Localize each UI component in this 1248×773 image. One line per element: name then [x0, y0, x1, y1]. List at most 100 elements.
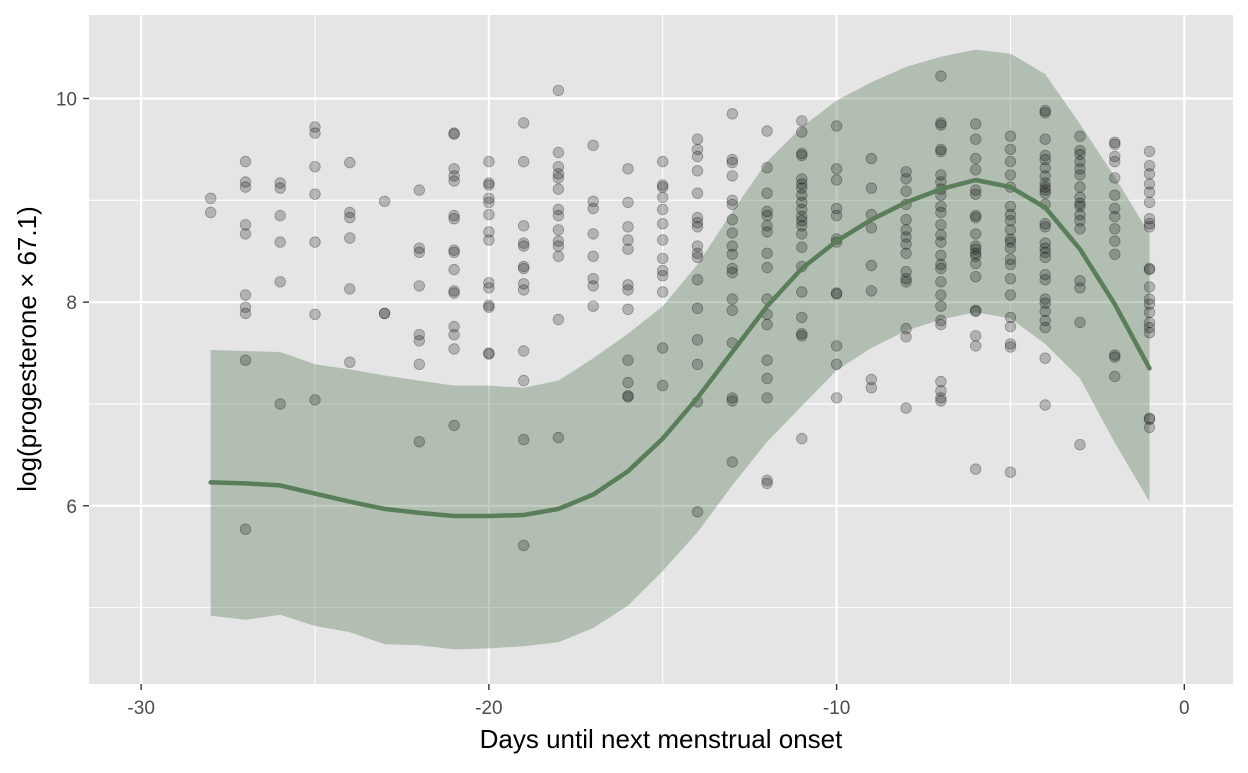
- data-point: [518, 262, 530, 275]
- data-point: [935, 258, 947, 271]
- x-axis: -30 -20 -10 0: [127, 684, 1190, 719]
- data-point: [691, 221, 704, 233]
- y-axis-title: log(progesterone × 67.1): [12, 206, 42, 491]
- data-point: [865, 182, 878, 194]
- data-point: [830, 358, 843, 371]
- data-point: [1039, 133, 1051, 145]
- data-point: [935, 314, 947, 327]
- y-tick-label: 8: [66, 293, 77, 314]
- data-point: [900, 276, 912, 288]
- data-point: [344, 156, 356, 169]
- data-point: [1143, 221, 1156, 233]
- data-point: [274, 398, 286, 410]
- data-point: [761, 247, 773, 260]
- data-point: [1074, 169, 1086, 181]
- data-point: [239, 354, 252, 366]
- data-point: [830, 288, 843, 300]
- data-point: [483, 179, 495, 191]
- data-point: [970, 305, 982, 318]
- data-point: [1143, 293, 1156, 305]
- data-point: [1039, 251, 1051, 263]
- data-point: [622, 390, 634, 402]
- data-point: [657, 181, 669, 193]
- data-point: [1109, 136, 1121, 149]
- data-point: [1004, 311, 1017, 324]
- data-point: [1004, 130, 1017, 142]
- data-point: [1039, 177, 1051, 189]
- data-point: [1074, 197, 1086, 210]
- data-point: [552, 250, 565, 262]
- data-point: [518, 220, 530, 232]
- data-point: [935, 143, 947, 156]
- data-point: [552, 183, 565, 195]
- data-point: [761, 161, 773, 174]
- data-point: [1074, 439, 1086, 451]
- data-point: [204, 192, 217, 205]
- data-point: [691, 187, 704, 199]
- data-point: [622, 221, 634, 233]
- minor-gridlines: [89, 15, 1233, 684]
- data-point: [1109, 351, 1121, 363]
- data-point: [1143, 412, 1156, 424]
- data-point: [970, 211, 982, 224]
- y-tick-label: 10: [56, 89, 77, 110]
- data-point: [1039, 149, 1051, 162]
- data-point: [483, 277, 495, 289]
- data-point: [1074, 200, 1086, 213]
- data-point: [552, 313, 565, 326]
- data-point: [1109, 138, 1121, 151]
- data-point: [970, 164, 982, 176]
- data-point: [691, 211, 704, 224]
- trend-line-layer: [208, 177, 1152, 519]
- data-point: [796, 182, 808, 194]
- data-point: [1143, 159, 1156, 172]
- data-point: [935, 289, 947, 301]
- data-point: [1074, 163, 1086, 175]
- data-point: [309, 236, 321, 248]
- data-point: [900, 166, 912, 178]
- data-point: [935, 236, 947, 248]
- data-point: [448, 320, 460, 333]
- data-point: [935, 392, 947, 404]
- data-point: [552, 160, 565, 173]
- data-point: [970, 340, 982, 352]
- data-point: [448, 329, 460, 341]
- data-point: [274, 236, 286, 248]
- data-point: [970, 271, 982, 283]
- data-point: [483, 282, 495, 294]
- y-axis: 6 8 10: [56, 89, 89, 518]
- data-point: [239, 289, 252, 301]
- data-point: [796, 241, 808, 253]
- data-point: [970, 330, 982, 342]
- data-point: [1039, 274, 1051, 286]
- data-point: [413, 335, 426, 347]
- data-point: [796, 228, 808, 240]
- data-point: [900, 265, 912, 278]
- data-point: [1004, 289, 1017, 301]
- data-point: [1039, 293, 1051, 305]
- data-point: [796, 328, 808, 340]
- data-point: [448, 127, 460, 139]
- data-point: [552, 168, 565, 180]
- data-point: [1109, 248, 1121, 261]
- data-point: [1109, 172, 1121, 184]
- data-point: [900, 185, 912, 197]
- data-point: [622, 234, 634, 246]
- data-point: [1074, 155, 1086, 168]
- data-point: [1074, 144, 1086, 157]
- data-point: [518, 345, 530, 357]
- data-point: [1039, 184, 1051, 196]
- data-point: [970, 152, 982, 165]
- data-point: [935, 70, 947, 82]
- data-point: [552, 224, 565, 236]
- data-point: [900, 238, 912, 250]
- data-point: [900, 173, 912, 185]
- data-point: [761, 354, 773, 366]
- data-point: [691, 240, 704, 252]
- data-point: [796, 115, 808, 127]
- data-point: [796, 178, 808, 190]
- data-point: [1039, 246, 1051, 259]
- data-point: [1039, 104, 1051, 117]
- data-point: [1143, 421, 1156, 434]
